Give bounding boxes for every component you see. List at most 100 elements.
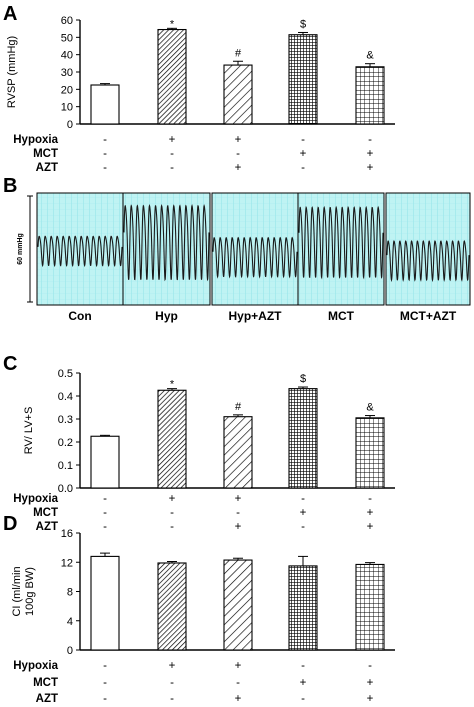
chart-cardiac-index: 0 4 8 12 16 CI (ml/min 100g BW) Hypoxia - + + - - MCT… xyxy=(11,528,395,705)
trace-label: Hyp xyxy=(155,309,178,323)
pressure-waveform xyxy=(123,203,210,282)
y-tick-label: 10 xyxy=(61,102,73,114)
bar xyxy=(90,84,120,125)
condition-sign: - xyxy=(103,693,107,705)
condition-sign: - xyxy=(368,493,372,505)
condition-label: AZT xyxy=(36,162,58,174)
trace-label: Con xyxy=(68,309,91,323)
condition-sign: - xyxy=(301,493,305,505)
condition-sign: + xyxy=(235,693,242,705)
trace-frame xyxy=(297,192,385,306)
condition-sign: - xyxy=(103,677,107,689)
condition-sign: + xyxy=(367,148,374,160)
bar xyxy=(157,562,187,651)
significance-marker: * xyxy=(170,18,175,30)
condition-label: MCT xyxy=(33,507,58,519)
y-tick-label: 4 xyxy=(67,616,73,628)
pressure-waveform xyxy=(37,235,123,268)
condition-sign: + xyxy=(169,660,176,672)
condition-sign: + xyxy=(300,148,307,160)
condition-sign: - xyxy=(301,693,305,705)
condition-sign: - xyxy=(170,521,174,533)
condition-sign: + xyxy=(169,493,176,505)
y-tick-label: 0 xyxy=(67,119,73,131)
bar xyxy=(157,389,187,489)
condition-sign: + xyxy=(235,521,242,533)
bar xyxy=(223,559,253,651)
condition-label: AZT xyxy=(36,693,58,705)
trace-label: Hyp+AZT xyxy=(228,309,282,323)
y-tick-label: 40 xyxy=(61,50,73,62)
bar xyxy=(355,563,385,651)
condition-sign: + xyxy=(235,134,242,146)
condition-sign: + xyxy=(367,693,374,705)
y-axis-label: RV/ LV+S xyxy=(23,407,35,455)
bar xyxy=(223,64,253,125)
panel-letter-b: B xyxy=(3,175,17,197)
y-tick-label: 0.5 xyxy=(58,368,73,380)
bar xyxy=(288,34,318,125)
pressure-waveform xyxy=(212,236,298,279)
bar xyxy=(157,28,187,125)
significance-marker: # xyxy=(235,47,242,59)
y-tick-label: 0.3 xyxy=(58,414,73,426)
condition-sign: + xyxy=(367,521,374,533)
trace-label: MCT xyxy=(328,309,355,323)
bar xyxy=(223,416,253,489)
y-tick-label: 8 xyxy=(67,587,73,599)
condition-sign: - xyxy=(368,660,372,672)
significance-marker: * xyxy=(170,379,175,391)
bar xyxy=(355,66,385,125)
y-tick-label: 16 xyxy=(61,528,73,540)
y-axis-label: 100g BW) xyxy=(24,567,36,616)
condition-label: Hypoxia xyxy=(13,493,58,505)
y-tick-label: 30 xyxy=(61,67,73,79)
bar xyxy=(90,435,120,489)
chart-rvsp: 0 10 20 30 40 50 60 RVSP (mmHg) * # $ & Hypoxia - + + - -… xyxy=(6,15,395,174)
y-tick-label: 0.0 xyxy=(58,483,73,495)
chart-rv-ratio: 0.0 0.1 0.2 0.3 0.4 0.5 RV/ LV+S * # $ & Hypoxia - + +… xyxy=(13,368,395,533)
y-axis-label: CI (ml/min xyxy=(11,566,23,616)
condition-sign: - xyxy=(301,660,305,672)
condition-sign: - xyxy=(236,677,240,689)
trace-label: MCT+AZT xyxy=(400,309,457,323)
trace-frame xyxy=(385,192,471,306)
condition-sign: - xyxy=(103,148,107,160)
condition-sign: + xyxy=(367,162,374,174)
condition-label: AZT xyxy=(36,521,58,533)
y-tick-label: 0.1 xyxy=(58,460,73,472)
condition-sign: - xyxy=(103,521,107,533)
condition-sign: - xyxy=(170,148,174,160)
scale-label: 60 mmHg xyxy=(17,233,24,265)
bar xyxy=(288,388,318,489)
condition-sign: - xyxy=(236,507,240,519)
condition-sign: - xyxy=(103,493,107,505)
significance-marker: & xyxy=(366,50,374,62)
significance-marker: $ xyxy=(300,18,306,30)
condition-sign: - xyxy=(368,134,372,146)
y-tick-label: 50 xyxy=(61,32,73,44)
y-tick-label: 60 xyxy=(61,15,73,27)
pressure-traces: 60 mmHg Con Hyp Hyp+AZT MCT MCT+AZT xyxy=(17,192,471,323)
panel-letter-a: A xyxy=(3,3,17,25)
condition-label: Hypoxia xyxy=(13,660,58,672)
condition-sign: + xyxy=(300,677,307,689)
y-axis-label: RVSP (mmHg) xyxy=(6,36,18,108)
condition-sign: - xyxy=(103,660,107,672)
significance-marker: # xyxy=(235,401,242,413)
condition-sign: - xyxy=(301,162,305,174)
trace-frame xyxy=(122,192,211,306)
condition-label: MCT xyxy=(33,677,58,689)
panel-letter-d: D xyxy=(3,513,17,535)
y-tick-label: 0.4 xyxy=(58,391,73,403)
pressure-waveform xyxy=(298,205,384,280)
condition-sign: - xyxy=(103,134,107,146)
condition-sign: + xyxy=(367,507,374,519)
condition-sign: - xyxy=(170,677,174,689)
condition-label: MCT xyxy=(33,148,58,160)
condition-sign: + xyxy=(235,162,242,174)
condition-sign: + xyxy=(169,134,176,146)
significance-marker: & xyxy=(366,402,374,414)
y-tick-label: 0.2 xyxy=(58,437,73,449)
